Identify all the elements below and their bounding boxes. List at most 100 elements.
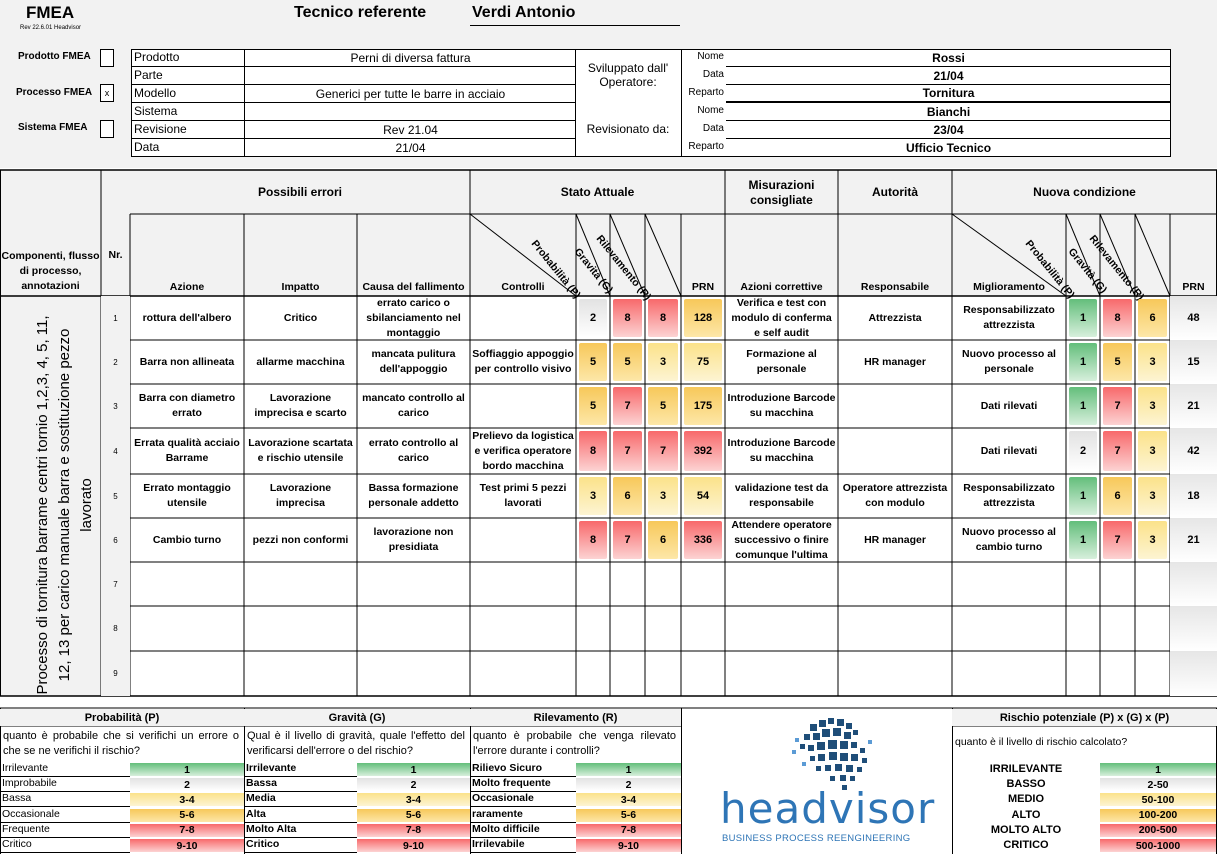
cell-ril-new[interactable]: 3 — [1149, 489, 1156, 502]
fmea-type-prodotto[interactable]: Prodotto FMEA — [18, 51, 91, 62]
cell-causa[interactable]: errato carico o sbilanciamento nel monta… — [366, 296, 461, 339]
cell-causa[interactable]: mancata pulitura dell'appoggio — [371, 348, 456, 375]
cell-causa[interactable]: Bassa formazione personale addetto — [368, 482, 459, 509]
cell-azione[interactable] — [132, 607, 242, 650]
cell-prob[interactable]: 5 — [589, 355, 597, 368]
checkbox-processo[interactable]: x — [100, 84, 114, 102]
cell-prn[interactable] — [683, 563, 723, 605]
cell-ril-new[interactable]: 6 — [1149, 311, 1156, 324]
cell-causa[interactable] — [359, 607, 468, 650]
cell-prn-new[interactable]: 21 — [1170, 518, 1217, 562]
cell-prn-new[interactable]: 18 — [1170, 474, 1217, 518]
cell-ril-new[interactable]: 3 — [1149, 399, 1156, 412]
cell-prob[interactable]: 2 — [589, 311, 597, 324]
cell-ril-new[interactable]: 3 — [1149, 533, 1156, 546]
cell-ril-new[interactable]: 3 — [1149, 355, 1156, 368]
cell-azione[interactable]: Barra non allineata — [139, 355, 235, 368]
cell-impatto[interactable]: Lavorazione imprecisa e scarto — [254, 392, 347, 419]
cell-grav-new[interactable]: 7 — [1114, 444, 1121, 457]
cell-controlli[interactable] — [472, 652, 574, 695]
cell-prob[interactable] — [578, 563, 608, 605]
cell-grav[interactable]: 5 — [624, 355, 631, 368]
cell-ril[interactable]: 8 — [659, 311, 667, 324]
cell-migl[interactable] — [954, 563, 1064, 605]
cell-azioni[interactable]: Introduzione Barcode su macchina — [727, 437, 836, 464]
cell-controlli[interactable] — [472, 297, 574, 339]
cell-prn-new[interactable]: 48 — [1170, 296, 1217, 340]
cell-prn[interactable]: 54 — [696, 489, 710, 502]
cell-prn[interactable]: 75 — [696, 355, 710, 368]
cell-migl[interactable]: Responsabilizzato attrezzista — [963, 482, 1055, 509]
cell-ril[interactable] — [647, 563, 679, 605]
cell-azioni[interactable]: Introduzione Barcode su macchina — [727, 392, 836, 419]
cell-ril-new[interactable] — [1137, 652, 1168, 695]
cell-ril[interactable]: 3 — [659, 355, 667, 368]
cell-grav-new[interactable] — [1102, 607, 1133, 650]
cell-prob-new[interactable]: 1 — [1079, 399, 1087, 412]
cell-grav[interactable] — [612, 607, 643, 650]
cell-ril-new[interactable]: 3 — [1149, 444, 1156, 457]
cell-grav-new[interactable]: 7 — [1114, 399, 1121, 412]
cell-prob[interactable]: 5 — [589, 399, 597, 412]
cell-prob-new[interactable] — [1068, 607, 1098, 650]
person-value[interactable]: Ufficio Tecnico — [905, 141, 992, 155]
cell-azione[interactable]: Errato montaggio utensile — [143, 482, 231, 509]
cell-prn[interactable]: 175 — [693, 399, 713, 412]
cell-controlli[interactable]: Soffiaggio appoggio per controllo visivo — [472, 348, 574, 375]
cell-azione[interactable]: rottura dell'albero — [142, 311, 232, 324]
cell-prn[interactable] — [683, 652, 723, 695]
cell-resp[interactable] — [840, 652, 950, 695]
cell-prob-new[interactable]: 2 — [1079, 444, 1087, 457]
cell-prn-new[interactable]: 42 — [1170, 428, 1217, 474]
cell-resp[interactable] — [840, 607, 950, 650]
cell-azioni[interactable] — [727, 607, 836, 650]
cell-impatto[interactable]: Lavorazione scartata e rischio utensile — [248, 437, 353, 464]
cell-grav[interactable]: 7 — [624, 533, 631, 546]
fmea-type-sistema[interactable]: Sistema FMEA — [18, 122, 88, 133]
cell-grav-new[interactable]: 6 — [1114, 489, 1121, 502]
cell-prn[interactable]: 336 — [693, 533, 713, 546]
cell-azione[interactable]: Barra con diametro errato — [138, 392, 236, 419]
cell-ril-new[interactable] — [1137, 607, 1168, 650]
cell-prob[interactable]: 8 — [589, 444, 597, 457]
cell-migl[interactable]: Responsabilizzato attrezzista — [963, 304, 1055, 331]
cell-ril[interactable] — [647, 652, 679, 695]
cell-grav-new[interactable]: 8 — [1114, 311, 1121, 324]
cell-migl[interactable]: Dati rilevati — [980, 444, 1038, 457]
cell-controlli[interactable]: Test primi 5 pezzi lavorati — [479, 482, 567, 509]
cell-grav[interactable]: 6 — [624, 489, 631, 502]
cell-resp[interactable]: Operatore attrezzista con modulo — [842, 482, 948, 509]
cell-grav-new[interactable] — [1102, 652, 1133, 695]
cell-migl[interactable]: Dati rilevati — [980, 399, 1038, 412]
cell-impatto[interactable]: Critico — [283, 311, 318, 324]
cell-prob-new[interactable] — [1068, 563, 1098, 605]
cell-impatto[interactable] — [246, 652, 355, 695]
cell-azioni[interactable]: validazione test da responsabile — [734, 482, 829, 509]
cell-causa[interactable] — [359, 652, 468, 695]
cell-controlli[interactable] — [472, 385, 574, 427]
info-value[interactable] — [244, 103, 576, 121]
cell-ril[interactable]: 7 — [659, 444, 667, 457]
cell-prn-new[interactable] — [1170, 606, 1217, 651]
cell-migl[interactable]: Nuovo processo al personale — [962, 348, 1056, 375]
cell-prob-new[interactable]: 1 — [1079, 533, 1087, 546]
cell-azioni[interactable] — [727, 563, 836, 605]
person-value[interactable]: Tornitura — [726, 85, 1171, 103]
cell-azioni[interactable] — [727, 652, 836, 695]
cell-grav[interactable]: 8 — [624, 311, 631, 324]
cell-impatto[interactable]: pezzi non conformi — [252, 533, 349, 546]
cell-grav-new[interactable]: 5 — [1114, 355, 1121, 368]
cell-grav[interactable]: 7 — [624, 399, 631, 412]
cell-prob-new[interactable]: 1 — [1079, 489, 1087, 502]
cell-prn[interactable]: 128 — [693, 311, 713, 324]
cell-prob[interactable]: 8 — [589, 533, 597, 546]
person-value[interactable]: Rossi — [726, 49, 1171, 67]
cell-causa[interactable] — [359, 563, 468, 605]
cell-azione[interactable] — [132, 563, 242, 605]
cell-grav[interactable] — [612, 652, 643, 695]
cell-causa[interactable]: lavorazione non presidiata — [373, 526, 454, 553]
cell-prob[interactable] — [578, 652, 608, 695]
person-value[interactable]: 21/04 — [726, 67, 1171, 85]
person-value[interactable]: 23/04 — [726, 121, 1171, 139]
cell-ril-new[interactable] — [1137, 563, 1168, 605]
